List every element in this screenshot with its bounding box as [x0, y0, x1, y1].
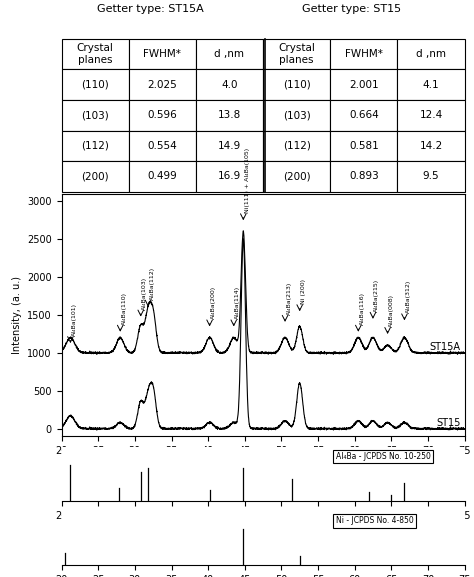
Text: Al₄Ba(215): Al₄Ba(215) — [374, 279, 379, 312]
Text: Al₄Ba(110): Al₄Ba(110) — [122, 292, 127, 325]
Text: Getter type: ST15: Getter type: ST15 — [302, 4, 401, 14]
Text: Al₄Ba(008): Al₄Ba(008) — [389, 294, 394, 327]
Text: ST15: ST15 — [437, 418, 461, 428]
Text: Al₄Ba(101): Al₄Ba(101) — [72, 303, 77, 336]
Text: Al₄Ba(112): Al₄Ba(112) — [149, 267, 155, 300]
Y-axis label: Intensity, (a. u.): Intensity, (a. u.) — [11, 276, 22, 354]
Text: Ni (200): Ni (200) — [301, 279, 306, 304]
Text: Al₄Ba(213): Al₄Ba(213) — [286, 282, 292, 315]
Text: Getter type: ST15A: Getter type: ST15A — [97, 4, 204, 14]
Text: Al₄Ba - JCPDS No. 10-250: Al₄Ba - JCPDS No. 10-250 — [336, 452, 430, 461]
Text: Al₄Ba(116): Al₄Ba(116) — [360, 292, 365, 325]
Text: *FWHM – peak full-width at half-maximum.: *FWHM – peak full-width at half-maximum. — [62, 230, 271, 240]
Text: Al₄Ba(103): Al₄Ba(103) — [142, 276, 147, 310]
Text: Ni - JCPDS No. 4-850: Ni - JCPDS No. 4-850 — [336, 516, 413, 526]
Text: ST15A: ST15A — [430, 342, 461, 352]
Text: Al₄Ba(312): Al₄Ba(312) — [406, 280, 411, 313]
Text: Ni(111) + Al₄Ba(105): Ni(111) + Al₄Ba(105) — [245, 148, 250, 213]
Text: Al₄Ba(114): Al₄Ba(114) — [235, 286, 240, 320]
Text: Al₄Ba(200): Al₄Ba(200) — [211, 286, 216, 320]
X-axis label: 2θ, (°): 2θ, (°) — [246, 462, 281, 471]
